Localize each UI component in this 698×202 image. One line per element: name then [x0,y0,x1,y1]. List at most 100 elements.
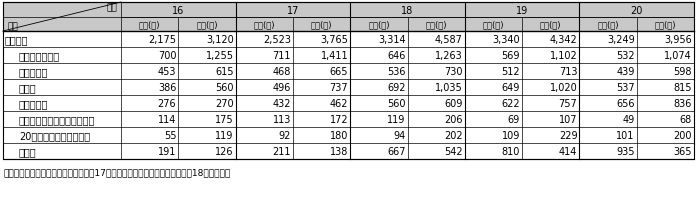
Text: 138: 138 [330,146,348,156]
Text: 1,255: 1,255 [206,51,234,61]
Text: 496: 496 [272,83,291,93]
Text: 件数(件): 件数(件) [483,20,504,29]
Text: 件数(件): 件数(件) [368,20,389,29]
Bar [236,48,293,64]
Text: 569: 569 [502,51,520,61]
Text: 191: 191 [158,146,177,156]
Text: 537: 537 [616,83,634,93]
Bar [408,18,465,32]
Bar [178,64,236,80]
Bar [522,80,579,96]
Bar [350,80,408,96]
Text: 757: 757 [558,99,577,108]
Text: 229: 229 [559,130,577,140]
Text: 人員(人): 人員(人) [196,20,218,29]
Text: 713: 713 [559,67,577,77]
Bar [522,112,579,127]
Bar [408,127,465,143]
Text: 3,249: 3,249 [607,35,634,45]
Text: 468: 468 [272,67,291,77]
Bar [236,143,293,159]
Text: 536: 536 [387,67,406,77]
Bar [121,3,236,18]
Bar [178,143,236,159]
Text: 560: 560 [215,83,234,93]
Bar [637,18,694,32]
Text: 17: 17 [287,5,299,15]
Bar [3,127,121,143]
Bar [293,18,350,32]
Bar [465,3,579,18]
Bar [178,48,236,64]
Text: 禁止区域等営業: 禁止区域等営業 [19,51,60,61]
Text: 件数(件): 件数(件) [253,20,275,29]
Text: 180: 180 [330,130,348,140]
Text: 94: 94 [393,130,406,140]
Bar [465,32,522,48]
Bar [579,80,637,96]
Bar [350,18,408,32]
Text: 1,102: 1,102 [549,51,577,61]
Bar [522,127,579,143]
Text: 92: 92 [279,130,291,140]
Text: 609: 609 [445,99,463,108]
Text: 665: 665 [329,67,348,77]
Bar [293,96,350,112]
Text: 453: 453 [158,67,177,77]
Bar [522,96,579,112]
Bar [293,112,350,127]
Bar [293,143,350,159]
Text: 人員(人): 人員(人) [655,20,676,29]
Bar [465,143,522,159]
Bar [3,112,121,127]
Bar [236,96,293,112]
Bar [236,112,293,127]
Bar [465,96,522,112]
Text: 4,342: 4,342 [549,35,577,45]
Text: 55: 55 [164,130,177,140]
Text: 年次: 年次 [106,3,117,13]
Bar [465,127,522,143]
Text: 560: 560 [387,99,406,108]
Text: 49: 49 [623,115,634,124]
Text: 4,587: 4,587 [435,35,463,45]
Bar [350,64,408,80]
Bar [522,143,579,159]
Bar [121,80,178,96]
Text: 667: 667 [387,146,406,156]
Text: 3,340: 3,340 [493,35,520,45]
Text: 件数(件): 件数(件) [597,20,619,29]
Text: 175: 175 [215,115,234,124]
Bar [121,32,178,48]
Bar [637,80,694,96]
Text: 113: 113 [272,115,291,124]
Bar [465,80,522,96]
Bar [178,96,236,112]
Bar [121,127,178,143]
Bar [465,64,522,80]
Bar [293,32,350,48]
Bar [121,18,178,32]
Text: 615: 615 [215,67,234,77]
Bar [408,143,465,159]
Text: 200: 200 [674,130,692,140]
Text: 730: 730 [445,67,463,77]
Text: 211: 211 [272,146,291,156]
Bar [579,112,637,127]
Text: 1,020: 1,020 [549,83,577,93]
Bar [637,127,694,143]
Text: 客引き: 客引き [19,83,36,93]
Text: 1,411: 1,411 [320,51,348,61]
Bar [3,64,121,80]
Bar [522,64,579,80]
Bar [236,3,350,18]
Bar [3,3,694,159]
Text: 365: 365 [674,146,692,156]
Text: 101: 101 [616,130,634,140]
Bar [121,143,178,159]
Text: 1,074: 1,074 [664,51,692,61]
Bar [293,127,350,143]
Bar [350,32,408,48]
Text: 126: 126 [215,146,234,156]
Text: 18: 18 [401,5,414,15]
